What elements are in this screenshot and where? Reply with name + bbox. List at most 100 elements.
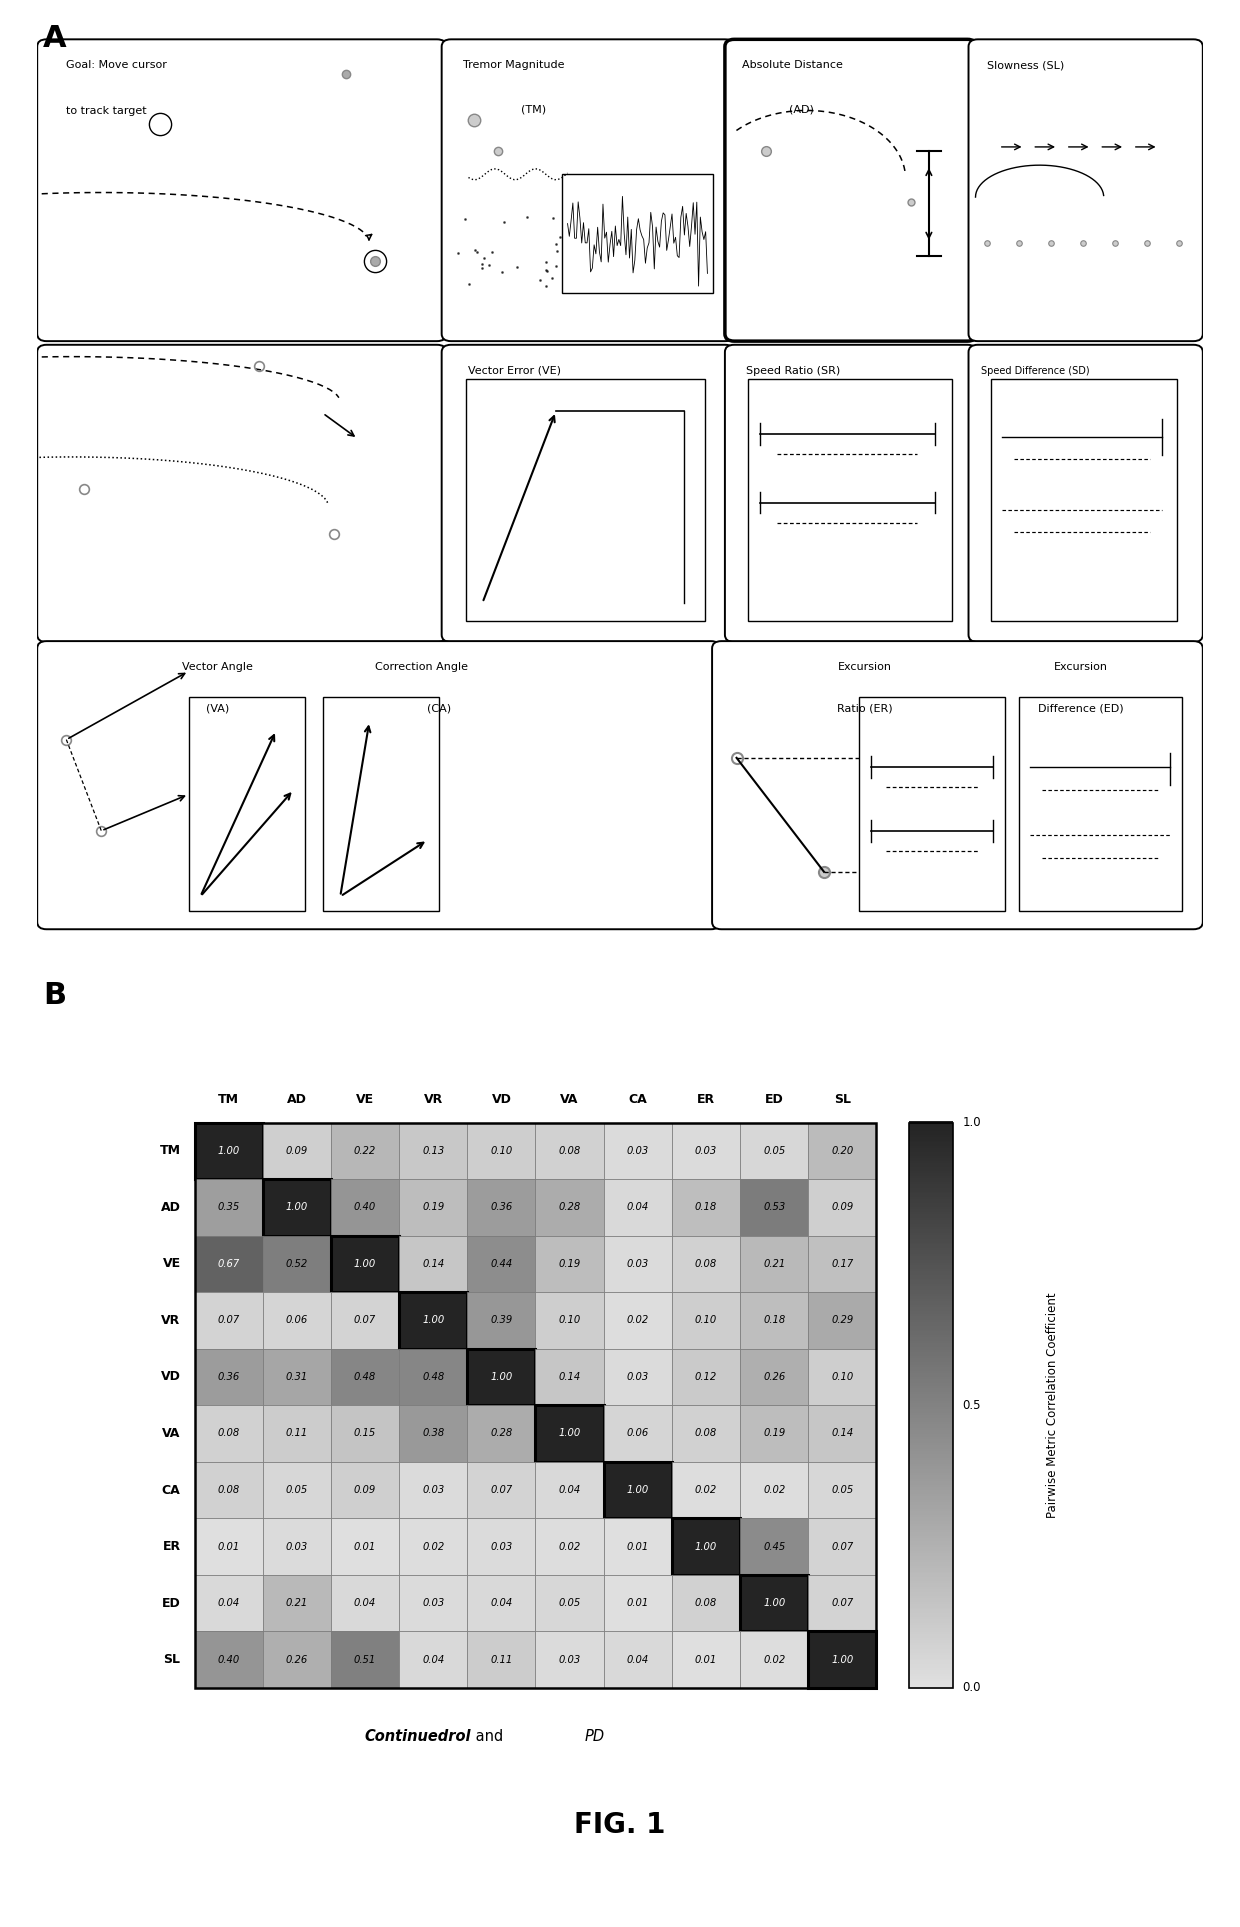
Bar — [909, 1493, 954, 1495]
Bar — [909, 1559, 954, 1563]
Bar — [740, 1179, 808, 1235]
Bar — [808, 1574, 877, 1632]
Bar — [909, 1297, 954, 1299]
Bar — [909, 1443, 954, 1447]
Bar — [195, 1123, 263, 1179]
Bar — [467, 1123, 536, 1179]
Bar — [909, 1486, 954, 1488]
Bar — [909, 1544, 954, 1547]
Text: PD: PD — [584, 1729, 605, 1744]
Text: 0.10: 0.10 — [558, 1316, 580, 1326]
Bar — [909, 1605, 954, 1607]
Bar — [466, 380, 706, 620]
Bar — [909, 1229, 954, 1231]
Text: 0.02: 0.02 — [422, 1542, 444, 1551]
Bar — [909, 1349, 954, 1353]
Bar — [740, 1405, 808, 1463]
Bar — [909, 1478, 954, 1480]
Text: Goal: Move cursor: Goal: Move cursor — [67, 60, 167, 69]
Bar — [909, 1640, 954, 1644]
Bar — [740, 1463, 808, 1518]
Bar — [909, 1599, 954, 1601]
Bar — [909, 1368, 954, 1372]
Text: Tremor Magnitude: Tremor Magnitude — [463, 60, 564, 69]
Bar — [909, 1150, 954, 1154]
Bar — [909, 1663, 954, 1667]
Bar — [909, 1538, 954, 1542]
Text: 0.05: 0.05 — [285, 1486, 308, 1495]
FancyBboxPatch shape — [37, 39, 446, 341]
Bar — [909, 1441, 954, 1445]
Bar — [536, 1574, 604, 1632]
Bar — [909, 1405, 954, 1407]
Text: 0.07: 0.07 — [490, 1486, 512, 1495]
Bar — [909, 1386, 954, 1387]
Bar — [740, 1293, 808, 1349]
Bar — [909, 1333, 954, 1337]
Bar — [263, 1179, 331, 1235]
Text: 0.09: 0.09 — [353, 1486, 376, 1495]
Bar — [604, 1349, 672, 1405]
Text: VE: VE — [162, 1258, 181, 1270]
Text: 0.01: 0.01 — [694, 1655, 717, 1665]
Bar — [909, 1465, 954, 1468]
Bar — [909, 1445, 954, 1449]
Bar — [909, 1374, 954, 1378]
Bar — [263, 1463, 331, 1518]
Bar — [909, 1594, 954, 1596]
Text: 0.28: 0.28 — [558, 1202, 580, 1212]
Bar — [672, 1518, 740, 1574]
Bar — [909, 1588, 954, 1590]
Text: Ratio (ER): Ratio (ER) — [837, 703, 893, 713]
Bar — [909, 1226, 954, 1227]
Bar — [331, 1518, 399, 1574]
Bar — [909, 1166, 954, 1170]
Bar — [331, 1293, 399, 1349]
Bar — [909, 1337, 954, 1341]
FancyBboxPatch shape — [712, 642, 1203, 929]
Bar — [195, 1632, 263, 1688]
Bar — [909, 1397, 954, 1399]
Bar — [604, 1405, 672, 1463]
Bar — [909, 1278, 954, 1280]
Text: Speed Ratio (SR): Speed Ratio (SR) — [746, 366, 841, 376]
Bar — [909, 1355, 954, 1359]
Text: 0.02: 0.02 — [694, 1486, 717, 1495]
Bar — [909, 1293, 954, 1295]
Bar — [672, 1235, 740, 1293]
Bar — [909, 1447, 954, 1451]
Bar — [909, 1630, 954, 1634]
Text: 0.29: 0.29 — [831, 1316, 853, 1326]
Bar — [909, 1549, 954, 1553]
FancyBboxPatch shape — [441, 39, 734, 341]
Bar — [909, 1678, 954, 1680]
Bar — [467, 1574, 536, 1632]
Bar — [467, 1518, 536, 1574]
Bar — [909, 1339, 954, 1343]
Bar — [909, 1341, 954, 1345]
Bar — [909, 1239, 954, 1243]
Bar — [909, 1164, 954, 1168]
Bar — [909, 1536, 954, 1540]
FancyBboxPatch shape — [725, 345, 977, 642]
Bar — [909, 1676, 954, 1678]
Text: 0.5: 0.5 — [962, 1399, 981, 1412]
Bar — [909, 1366, 954, 1370]
Bar — [909, 1328, 954, 1330]
Bar — [909, 1572, 954, 1576]
Bar — [263, 1632, 331, 1688]
Bar — [909, 1436, 954, 1439]
Bar — [909, 1310, 954, 1312]
Text: 0.14: 0.14 — [558, 1372, 580, 1382]
Bar — [604, 1179, 672, 1235]
Bar — [909, 1391, 954, 1393]
Bar — [740, 1632, 808, 1688]
Text: 0.03: 0.03 — [422, 1486, 444, 1495]
Bar — [909, 1646, 954, 1650]
Bar — [808, 1179, 877, 1235]
Text: 0.04: 0.04 — [217, 1597, 239, 1607]
Text: SL: SL — [833, 1093, 851, 1106]
Bar — [909, 1628, 954, 1630]
Bar — [909, 1199, 954, 1201]
Bar — [909, 1455, 954, 1459]
